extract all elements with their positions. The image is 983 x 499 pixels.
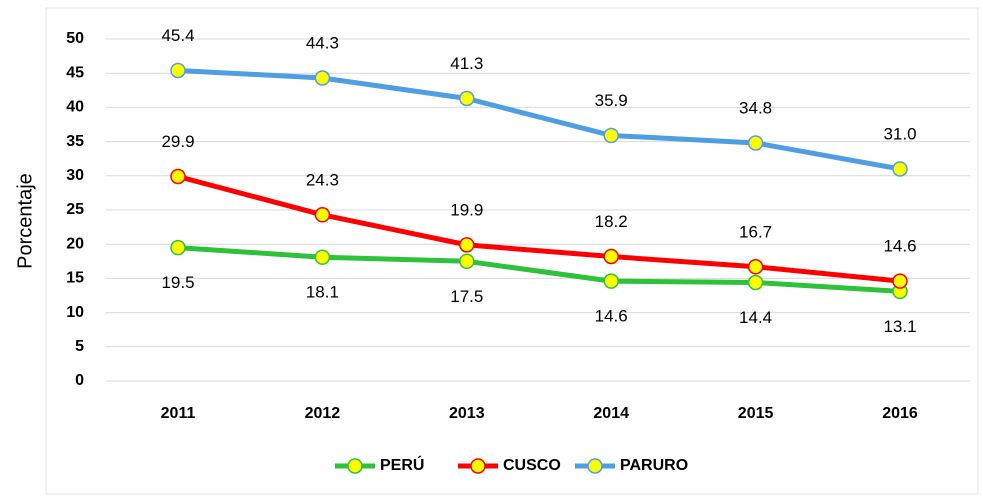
x-tick-label: 2016: [882, 405, 918, 422]
data-point: [314, 207, 331, 223]
data-point: [459, 90, 475, 107]
data-point: [314, 70, 331, 86]
series-line: [177, 245, 901, 294]
series-line: [177, 67, 901, 172]
data-point: [747, 135, 764, 151]
legend-marker: [347, 458, 363, 474]
data-point: [170, 62, 186, 79]
x-tick-label: 2014: [593, 405, 629, 422]
data-label: 18.1: [306, 283, 339, 302]
data-point: [892, 273, 908, 289]
y-tick-label: 25: [66, 201, 84, 218]
data-label: 14.6: [595, 307, 628, 326]
data-label: 44.3: [306, 33, 339, 52]
y-tick-label: 0: [75, 372, 84, 389]
data-label: 19.9: [450, 200, 483, 219]
data-label: 19.5: [161, 273, 194, 292]
data-point: [459, 237, 475, 253]
y-tick-label: 5: [75, 338, 84, 355]
data-label: 13.1: [883, 317, 916, 336]
data-label: 14.6: [883, 237, 916, 256]
legend-label: PARURO: [620, 457, 688, 474]
legend-marker: [587, 458, 603, 474]
y-tick-label: 20: [66, 235, 84, 252]
data-point: [170, 239, 186, 256]
y-tick-label: 50: [66, 30, 84, 47]
x-tick-label: 2015: [738, 405, 774, 422]
data-label: 31.0: [883, 124, 916, 143]
y-axis-label: Porcentaje: [14, 173, 36, 269]
data-label: 16.7: [739, 222, 772, 241]
y-tick-label: 10: [66, 304, 84, 321]
legend-label: PERÚ: [380, 455, 424, 474]
data-point: [603, 248, 619, 265]
x-tick-label: 2013: [449, 405, 485, 422]
data-point: [459, 253, 475, 270]
data-label: 24.3: [306, 170, 339, 189]
x-tick-label: 2012: [305, 405, 341, 422]
data-point: [170, 168, 186, 185]
legend-label: CUSCO: [503, 457, 561, 474]
data-point: [603, 273, 619, 289]
chart-border: [45, 7, 979, 495]
data-label: 14.4: [739, 308, 772, 327]
data-point: [314, 249, 331, 265]
data-label: 45.4: [161, 26, 194, 45]
data-point: [603, 127, 619, 144]
data-label: 18.2: [595, 212, 628, 231]
data-label: 35.9: [595, 91, 628, 110]
y-tick-label: 15: [66, 270, 84, 287]
data-label: 41.3: [450, 54, 483, 73]
data-point: [747, 259, 764, 275]
y-tick-label: 40: [66, 99, 84, 116]
legend-marker: [470, 458, 486, 474]
data-label: 34.8: [739, 98, 772, 117]
data-point: [892, 161, 908, 177]
y-tick-label: 30: [66, 167, 84, 184]
y-tick-label: 35: [66, 133, 84, 150]
data-label: 17.5: [450, 287, 483, 306]
y-tick-label: 45: [66, 64, 84, 81]
x-tick-label: 2011: [161, 405, 196, 422]
series-line: [177, 174, 901, 284]
data-label: 29.9: [161, 132, 194, 151]
data-point: [747, 274, 764, 291]
